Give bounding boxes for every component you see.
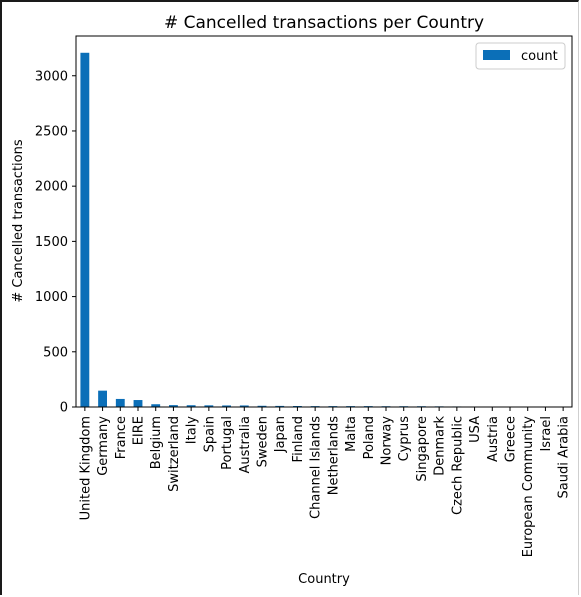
- x-tick-label: Greece: [504, 416, 519, 462]
- legend-box: [475, 42, 566, 70]
- x-tick-label: Malta: [344, 416, 359, 452]
- bars-group: [80, 52, 568, 408]
- x-axis: United Kingdom Germany France EIRE Belgium Sw…: [78, 407, 572, 558]
- x-tick-label: USA: [468, 416, 483, 443]
- x-tick-label: Netherlands: [326, 416, 341, 495]
- x-tick-label: Czech Republic: [450, 416, 465, 515]
- bar: [239, 405, 249, 407]
- x-axis-label: Country: [298, 572, 350, 587]
- y-tick-label: 0: [60, 401, 68, 416]
- x-tick-label: France: [114, 416, 129, 459]
- x-tick-label: Israel: [539, 416, 554, 452]
- x-tick-label: Sweden: [256, 416, 271, 467]
- plot-frame: [75, 35, 573, 408]
- y-axis: 0 500 1000 1500 2000 2500 3000: [35, 69, 76, 416]
- x-tick-label: Italy: [185, 416, 200, 445]
- x-tick-label: Denmark: [433, 416, 448, 476]
- bar: [169, 405, 178, 407]
- x-tick-label: Germany: [96, 416, 111, 476]
- x-tick-label: Switzerland: [167, 416, 182, 492]
- bar: [186, 405, 196, 407]
- x-tick-label: European Community: [521, 416, 536, 558]
- x-tick-label: Belgium: [149, 416, 164, 469]
- y-tick-label: 3000: [35, 69, 68, 84]
- x-tick-label: Saudi Arabia: [557, 416, 572, 499]
- x-tick-label: Cyprus: [397, 416, 412, 462]
- x-tick-label: Austria: [486, 416, 501, 462]
- y-tick-label: 2500: [35, 124, 68, 139]
- bar: [98, 390, 107, 407]
- x-tick-label: Channel Islands: [309, 416, 324, 519]
- x-tick-label: Portugal: [220, 416, 235, 470]
- chart-title: # Cancelled transactions per Country: [164, 13, 484, 33]
- legend-swatch: [483, 50, 510, 60]
- bar: [133, 400, 143, 407]
- legend-label: count: [521, 49, 558, 64]
- x-tick-label: Singapore: [415, 416, 430, 482]
- x-tick-label: Finland: [291, 416, 306, 462]
- bar: [151, 404, 161, 407]
- bar: [115, 398, 125, 407]
- x-tick-label: Norway: [380, 416, 395, 466]
- bar: [222, 405, 231, 407]
- bar: [257, 405, 267, 407]
- x-tick-label: Spain: [202, 416, 217, 452]
- y-tick-label: 500: [43, 345, 68, 360]
- y-axis-label: # Cancelled transactions: [11, 139, 26, 302]
- bar: [204, 405, 214, 407]
- y-tick-label: 1500: [35, 235, 68, 250]
- bar: [80, 52, 90, 408]
- y-tick-label: 1000: [35, 290, 68, 305]
- y-tick-label: 2000: [35, 180, 68, 195]
- legend: count: [475, 42, 566, 70]
- x-tick-label: Australia: [238, 416, 253, 474]
- x-tick-label: Poland: [362, 416, 377, 459]
- x-tick-label: United Kingdom: [78, 416, 93, 520]
- x-tick-label: EIRE: [132, 416, 147, 445]
- x-tick-label: Japan: [273, 416, 288, 453]
- bar: [275, 405, 285, 407]
